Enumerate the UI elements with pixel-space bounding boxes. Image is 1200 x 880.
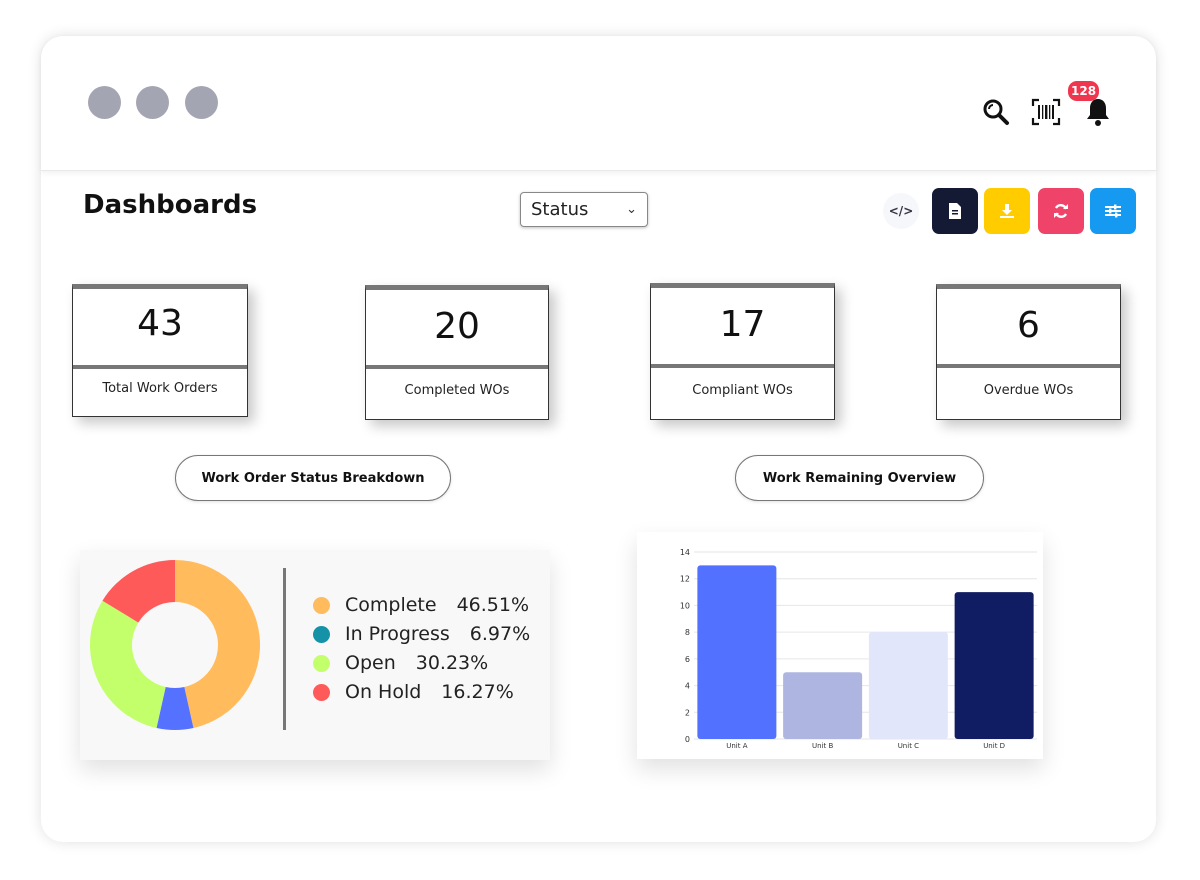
donut-slice[interactable] — [102, 560, 175, 623]
stat-divider — [366, 365, 548, 369]
donut-slice[interactable] — [90, 600, 166, 728]
legend-label: Open — [345, 652, 396, 674]
page-title: Dashboards — [83, 190, 258, 220]
legend-label: Complete — [345, 594, 437, 616]
legend-item[interactable]: Complete 46.51% — [313, 593, 529, 617]
stat-label: Compliant WOs — [692, 383, 793, 398]
stat-value: 17 — [719, 304, 766, 345]
y-tick-label: 10 — [680, 601, 690, 610]
x-tick-label: Unit C — [898, 742, 919, 750]
donut-slice[interactable] — [156, 686, 194, 730]
legend-value: 16.27% — [441, 681, 514, 703]
legend-swatch — [313, 654, 330, 672]
stat-card-total-work-orders[interactable]: 43 Total Work Orders — [72, 284, 248, 417]
download-button[interactable] — [984, 188, 1030, 234]
y-tick-label: 0 — [685, 735, 690, 744]
document-icon — [949, 203, 961, 219]
bar[interactable] — [954, 592, 1034, 739]
legend-label: On Hold — [345, 681, 422, 703]
y-tick-label: 12 — [680, 575, 690, 584]
search-icon[interactable] — [981, 96, 1011, 128]
bell-icon[interactable] — [1083, 96, 1113, 128]
download-icon — [1000, 204, 1014, 218]
bar[interactable] — [868, 632, 948, 739]
legend-item[interactable]: Open 30.23% — [313, 651, 488, 675]
refresh-icon — [1054, 204, 1068, 218]
title-bar — [41, 36, 1156, 171]
donut-chart — [90, 560, 261, 730]
app-window: 128 Dashboards Status ⌄ </> 43 Total Wor… — [41, 36, 1156, 842]
stat-divider — [937, 364, 1120, 368]
x-tick-label: Unit A — [726, 742, 747, 750]
y-tick-label: 6 — [685, 655, 690, 664]
status-select-value: Status — [531, 199, 589, 220]
stat-value: 43 — [137, 303, 183, 344]
sliders-icon — [1105, 204, 1121, 218]
legend-value: 30.23% — [415, 652, 489, 674]
window-dot[interactable] — [136, 86, 169, 119]
code-icon: </> — [888, 204, 914, 218]
refresh-button[interactable] — [1038, 188, 1084, 234]
chevron-down-icon: ⌄ — [626, 202, 637, 217]
report-button[interactable] — [932, 188, 978, 234]
status-select[interactable]: Status ⌄ — [520, 192, 648, 227]
settings-button[interactable] — [1090, 188, 1136, 234]
stat-card-overdue[interactable]: 6 Overdue WOs — [936, 284, 1121, 420]
stat-card-completed[interactable]: 20 Completed WOs — [365, 285, 549, 420]
legend-swatch — [313, 683, 330, 701]
bar[interactable] — [697, 565, 777, 739]
y-tick-label: 4 — [685, 682, 690, 691]
legend-item[interactable]: On Hold 16.27% — [313, 680, 514, 704]
embed-code-button[interactable]: </> — [883, 193, 919, 229]
window-dot[interactable] — [185, 86, 218, 119]
work-remaining-card: 0 2 4 6 8 10 12 14 Unit A Unit B Unit C Unit D — [637, 532, 1043, 759]
legend-item[interactable]: In Progress 6.97% — [313, 622, 530, 646]
stat-card-compliant[interactable]: 17 Compliant WOs — [650, 283, 835, 420]
y-tick-label: 14 — [680, 548, 690, 557]
stat-value: 20 — [434, 306, 480, 347]
stat-label: Overdue WOs — [983, 383, 1074, 398]
stat-label: Total Work Orders — [102, 381, 218, 396]
legend-swatch — [313, 596, 330, 614]
x-tick-label: Unit D — [983, 742, 1005, 750]
y-tick-label: 8 — [685, 628, 690, 637]
stat-divider — [73, 365, 247, 369]
bar[interactable] — [783, 672, 863, 739]
x-tick-label: Unit B — [812, 742, 833, 750]
stat-value: 6 — [1017, 305, 1040, 346]
legend-divider — [283, 568, 286, 730]
status-donut-card: Complete 46.51% In Progress 6.97% Open 30.23%… — [80, 550, 550, 760]
legend-value: 6.97% — [469, 623, 531, 645]
legend-swatch — [313, 625, 330, 643]
status-breakdown-button[interactable]: Work Order Status Breakdown — [175, 455, 451, 501]
work-remaining-button[interactable]: Work Remaining Overview — [735, 455, 984, 501]
notification-badge: 128 — [1068, 81, 1100, 101]
window-dot[interactable] — [88, 86, 121, 119]
bar-chart: 0 2 4 6 8 10 12 14 Unit A Unit B Unit C Unit D — [680, 548, 1037, 750]
stat-divider — [651, 364, 834, 368]
legend-label: In Progress — [345, 623, 450, 645]
barcode-scan-icon[interactable] — [1030, 96, 1062, 128]
y-tick-label: 2 — [685, 708, 690, 717]
donut-slice[interactable] — [175, 560, 261, 728]
stat-label: Completed WOs — [404, 383, 510, 398]
legend-value: 46.51% — [456, 594, 530, 616]
